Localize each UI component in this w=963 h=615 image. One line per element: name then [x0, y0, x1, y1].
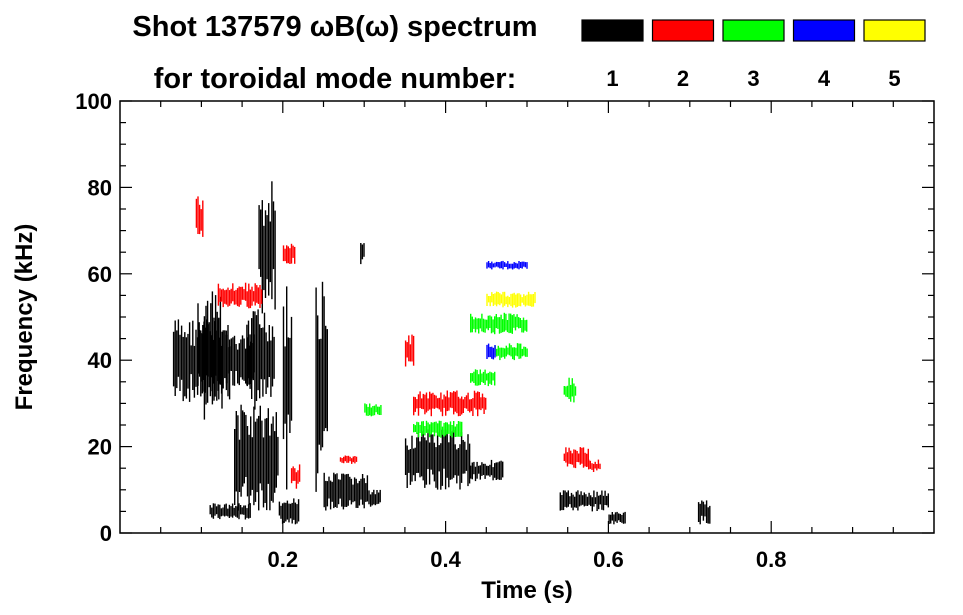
y-axis-label: Frequency (kHz) — [11, 224, 38, 411]
mode-1-feature-8 — [282, 286, 293, 490]
legend-swatch-mode-2 — [651, 19, 715, 42]
mode-1-feature-17 — [315, 281, 328, 492]
mode-1-feature-14 — [608, 511, 626, 525]
spectrum-features — [172, 181, 711, 525]
mode-1-feature-1 — [197, 291, 223, 420]
mode-1-feature-4 — [258, 181, 276, 314]
mode-2-feature-18 — [195, 196, 204, 237]
mode-2-feature-22 — [339, 455, 358, 464]
chart-title-line1: Shot 137579 ωB(ω) spectrum — [132, 11, 537, 43]
legend-label-mode-2: 2 — [677, 66, 689, 91]
legend-label-mode-1: 1 — [606, 66, 618, 91]
legend-swatch-mode-3 — [722, 19, 785, 42]
x-axis-label: Time (s) — [481, 577, 573, 604]
y-tick-label-20: 20 — [88, 435, 112, 460]
legend-swatch-mode-1 — [581, 19, 644, 42]
y-tick-label-80: 80 — [88, 175, 112, 200]
mode-3-feature-30 — [413, 420, 463, 438]
mode-3-feature-27 — [470, 312, 528, 335]
mode-2-feature-25 — [563, 447, 589, 469]
legend-swatch-mode-5 — [863, 19, 926, 42]
mode-1-feature-10 — [368, 489, 381, 507]
mode-1-feature-7 — [278, 498, 300, 525]
mode-1-feature-9 — [323, 472, 369, 511]
legend-label-mode-3: 3 — [747, 66, 759, 91]
x-tick-label-0.2: 0.2 — [268, 547, 299, 572]
mode-2-feature-24 — [413, 390, 487, 417]
mode-1-feature-6 — [209, 503, 251, 520]
mode-2-feature-26 — [588, 459, 601, 472]
legend-swatch-mode-4 — [792, 19, 856, 42]
mode-1-feature-13 — [559, 490, 609, 512]
mode-1-feature-3 — [246, 309, 275, 410]
mode-2-feature-21 — [290, 464, 301, 489]
x-tick-label-0.4: 0.4 — [430, 547, 461, 572]
y-tick-label-0: 0 — [100, 521, 112, 546]
mode-2-feature-19 — [217, 282, 263, 309]
mode-5-feature-35 — [486, 291, 536, 308]
mode-1-feature-5 — [234, 404, 279, 511]
mode-2-feature-20 — [282, 243, 296, 264]
mode-1-feature-16 — [360, 243, 365, 265]
y-tick-label-100: 100 — [75, 89, 112, 114]
plot-area: 0 20 40 60 80 100 0.2 0.4 0.6 0.8 — [75, 89, 935, 572]
chart-title-line2: for toroidal mode number: — [154, 63, 517, 95]
legend-label-mode-4: 4 — [818, 66, 831, 91]
y-tick-label-60: 60 — [88, 262, 112, 287]
mode-1-feature-15 — [697, 500, 711, 525]
y-tick-label-40: 40 — [88, 348, 112, 373]
mode-1-feature-12 — [470, 459, 504, 482]
mode-4-feature-34 — [486, 343, 496, 360]
mode-2-feature-23 — [404, 334, 415, 367]
x-tick-label-0.6: 0.6 — [593, 547, 624, 572]
mode-3-feature-31 — [563, 377, 577, 403]
x-tick-label-0.8: 0.8 — [756, 547, 787, 572]
legend: 1 2 3 4 5 — [581, 19, 926, 91]
axis-ticks: 0 20 40 60 80 100 0.2 0.4 0.6 0.8 — [75, 89, 934, 572]
mode-3-feature-29 — [494, 343, 528, 361]
legend-label-mode-5: 5 — [888, 66, 900, 91]
mode-3-feature-32 — [364, 403, 382, 417]
mode-4-feature-33 — [486, 260, 528, 270]
mode-3-feature-28 — [470, 369, 496, 387]
mode-1-feature-11 — [404, 429, 471, 490]
